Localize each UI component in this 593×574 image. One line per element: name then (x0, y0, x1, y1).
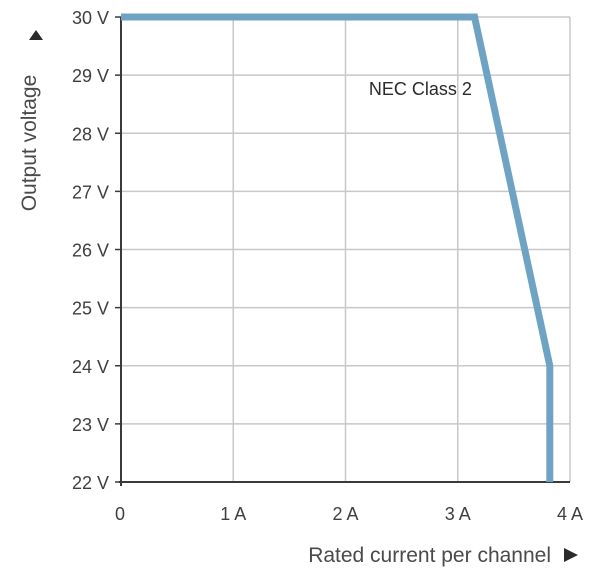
y-axis-arrow-icon (29, 30, 43, 40)
axes (115, 16, 570, 486)
y-tick-label: 28 V (72, 124, 109, 144)
x-tick-label: 4 A (557, 504, 583, 524)
x-tick-label: 0 (115, 504, 125, 524)
y-axis-title: Output voltage (18, 75, 41, 212)
grid (120, 16, 571, 483)
x-tick-label: 1 A (220, 504, 246, 524)
y-tick-label: 30 V (72, 8, 109, 28)
series-layer (121, 13, 554, 482)
y-tick-label: 26 V (72, 241, 109, 261)
y-tick-label: 25 V (72, 299, 109, 319)
x-tick-label: 3 A (445, 504, 471, 524)
y-tick-label: 23 V (72, 415, 109, 435)
y-tick-label: 24 V (72, 357, 109, 377)
x-tick-label: 2 A (332, 504, 358, 524)
x-axis-arrow-icon (564, 548, 578, 562)
y-tick-label: 29 V (72, 66, 109, 86)
y-tick-label: 22 V (72, 473, 109, 493)
y-tick-label: 27 V (72, 182, 109, 202)
nec-class-2-annotation: NEC Class 2 (369, 79, 472, 99)
x-axis-title: Rated current per channel (308, 544, 551, 567)
tick-labels: 0 1 A 2 A 3 A 4 A 22 V 23 V 24 V 25 V 26 V 27 V 28 … (72, 8, 583, 524)
series-line (121, 13, 554, 482)
